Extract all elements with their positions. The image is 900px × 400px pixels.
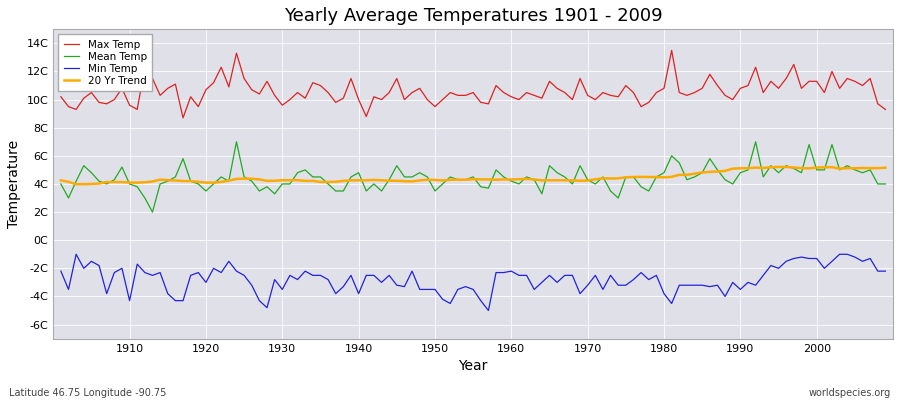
Line: Max Temp: Max Temp <box>61 50 886 118</box>
Min Temp <box>483 308 494 313</box>
Line: Min Temp: Min Temp <box>61 254 886 310</box>
20 Yr Trend <box>880 165 891 170</box>
Min Temp <box>56 269 67 274</box>
Mean Temp <box>880 182 891 186</box>
Min Temp <box>613 283 624 288</box>
20 Yr Trend <box>292 178 303 183</box>
20 Yr Trend <box>514 177 525 182</box>
Mean Temp <box>514 182 525 186</box>
Mean Temp <box>613 196 624 200</box>
20 Yr Trend <box>605 176 616 181</box>
Text: Latitude 46.75 Longitude -90.75: Latitude 46.75 Longitude -90.75 <box>9 388 166 398</box>
Max Temp <box>292 90 303 95</box>
Mean Temp <box>56 182 67 186</box>
Line: Mean Temp: Mean Temp <box>61 142 886 212</box>
Legend: Max Temp, Mean Temp, Min Temp, 20 Yr Trend: Max Temp, Mean Temp, Min Temp, 20 Yr Tre… <box>58 34 152 91</box>
Max Temp <box>338 96 349 100</box>
Line: 20 Yr Trend: 20 Yr Trend <box>61 167 886 184</box>
Max Temp <box>506 94 517 99</box>
20 Yr Trend <box>338 178 349 183</box>
Max Temp <box>666 48 677 53</box>
Mean Temp <box>521 174 532 179</box>
Y-axis label: Temperature: Temperature <box>7 140 21 228</box>
Mean Temp <box>346 174 356 179</box>
Max Temp <box>605 93 616 98</box>
Min Temp <box>514 273 525 278</box>
Max Temp <box>116 86 127 91</box>
Max Temp <box>56 94 67 99</box>
X-axis label: Year: Year <box>458 359 488 373</box>
Mean Temp <box>116 165 127 170</box>
Max Temp <box>880 107 891 112</box>
Min Temp <box>292 277 303 282</box>
Max Temp <box>177 116 188 120</box>
Title: Yearly Average Temperatures 1901 - 2009: Yearly Average Temperatures 1901 - 2009 <box>284 7 662 25</box>
20 Yr Trend <box>506 177 517 182</box>
Mean Temp <box>300 168 310 172</box>
Text: worldspecies.org: worldspecies.org <box>809 388 891 398</box>
20 Yr Trend <box>773 164 784 169</box>
Min Temp <box>880 269 891 274</box>
Min Temp <box>338 284 349 289</box>
20 Yr Trend <box>56 178 67 183</box>
Max Temp <box>514 97 525 102</box>
Min Temp <box>71 252 82 257</box>
20 Yr Trend <box>71 182 82 186</box>
Min Temp <box>124 298 135 303</box>
Min Temp <box>521 273 532 278</box>
Mean Temp <box>231 139 242 144</box>
Mean Temp <box>147 210 158 214</box>
20 Yr Trend <box>124 180 135 185</box>
